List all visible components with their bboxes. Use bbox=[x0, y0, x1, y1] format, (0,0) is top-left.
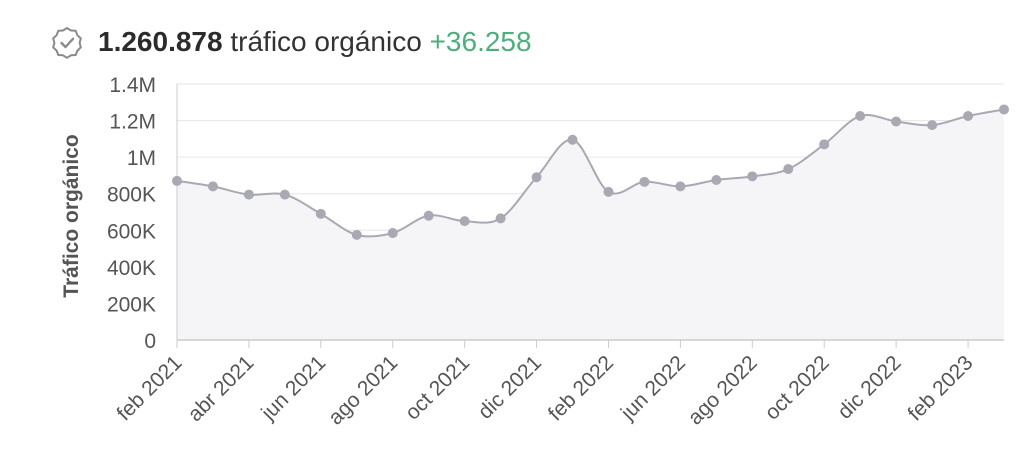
y-tick-label: 400K bbox=[107, 257, 156, 280]
x-tick-label: ago 2021 bbox=[324, 351, 402, 429]
data-point bbox=[387, 228, 398, 239]
data-point bbox=[711, 175, 722, 185]
check-badge-icon bbox=[52, 27, 82, 59]
traffic-header: 1.260.878 tráfico orgánico +36.258 bbox=[50, 22, 532, 62]
y-axis-title: Tráfico orgánico bbox=[60, 134, 83, 297]
data-point bbox=[243, 189, 254, 200]
data-point bbox=[531, 172, 542, 183]
x-tick-label: ago 2022 bbox=[684, 351, 762, 429]
x-tick-label: feb 2023 bbox=[904, 351, 978, 425]
y-tick-label: 1.4M bbox=[109, 74, 156, 97]
x-tick-label: jun 2022 bbox=[616, 351, 690, 425]
headline: 1.260.878 tráfico orgánico +36.258 bbox=[98, 26, 532, 58]
data-point bbox=[963, 111, 974, 121]
x-tick-label: feb 2021 bbox=[112, 351, 186, 425]
data-point bbox=[279, 189, 290, 200]
y-tick-label: 0 bbox=[144, 330, 156, 353]
data-point bbox=[783, 164, 794, 175]
x-tick-label: dic 2021 bbox=[474, 351, 546, 423]
data-point bbox=[495, 213, 506, 224]
data-point bbox=[423, 210, 434, 221]
y-tick-label: 800K bbox=[107, 184, 156, 207]
total-traffic-value: 1.260.878 bbox=[98, 26, 223, 57]
data-point bbox=[172, 175, 182, 186]
data-point bbox=[999, 104, 1009, 115]
data-point bbox=[639, 176, 650, 187]
y-tick-label: 200K bbox=[107, 293, 156, 316]
data-point bbox=[567, 134, 578, 145]
data-point bbox=[603, 186, 614, 197]
metric-label: tráfico orgánico bbox=[230, 26, 422, 57]
area-fill bbox=[177, 109, 1004, 340]
y-tick-label: 1M bbox=[127, 147, 156, 170]
x-tick-label: oct 2022 bbox=[761, 351, 834, 424]
data-point bbox=[315, 208, 326, 219]
data-point bbox=[747, 171, 758, 182]
x-tick-label: feb 2022 bbox=[544, 351, 618, 425]
data-point bbox=[675, 181, 686, 192]
traffic-delta: +36.258 bbox=[429, 26, 532, 57]
data-point bbox=[351, 229, 362, 240]
data-point bbox=[927, 120, 938, 131]
data-point bbox=[855, 111, 866, 121]
x-tick-label: jun 2021 bbox=[256, 351, 330, 425]
data-point bbox=[459, 216, 470, 227]
data-point bbox=[819, 139, 830, 150]
x-tick-label: oct 2021 bbox=[401, 351, 474, 424]
data-point bbox=[891, 116, 902, 127]
data-point bbox=[207, 181, 218, 192]
x-tick-label: dic 2022 bbox=[833, 351, 905, 423]
y-tick-label: 600K bbox=[107, 220, 156, 243]
x-tick-label: abr 2021 bbox=[184, 351, 259, 426]
y-tick-label: 1.2M bbox=[109, 111, 156, 134]
